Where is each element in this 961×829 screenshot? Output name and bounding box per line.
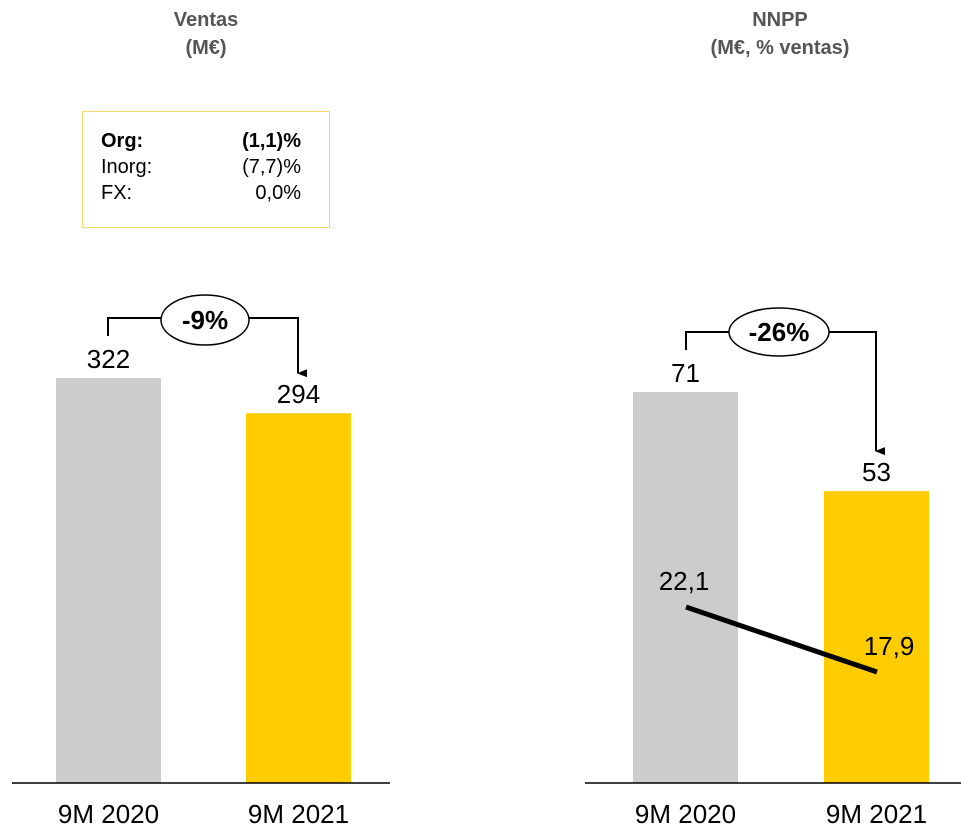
bar-9m-2021 — [246, 413, 351, 783]
nnpp-title-unit: (M€, % ventas) — [710, 37, 850, 59]
bar-9m-2020 — [56, 378, 161, 783]
change-badge — [728, 307, 830, 357]
x-tick-label: 9M 2021 — [826, 799, 927, 829]
breakdown-label: Inorg: — [101, 156, 153, 178]
sales-breakdown-box: Org: (1,1)% Inorg: (7,7)% FX: 0,0% — [82, 111, 330, 228]
x-tick-label: 9M 2020 — [635, 799, 736, 829]
bar-9m-2020 — [633, 392, 738, 783]
x-tick-label: 9M 2021 — [248, 799, 349, 829]
breakdown-value: 0,0% — [255, 182, 301, 204]
ventas-title: Ventas (M€) — [56, 6, 356, 62]
breakdown-row-inorg: Inorg: (7,7)% — [101, 154, 301, 180]
breakdown-value: (7,7)% — [242, 156, 301, 178]
nnpp-title-main: NNPP — [752, 9, 808, 31]
margin-value-label: 22,1 — [659, 566, 710, 596]
margin-trend-line — [685, 604, 878, 675]
breakdown-row-fx: FX: 0,0% — [101, 180, 301, 206]
change-badge-label: -9% — [182, 305, 228, 335]
breakdown-value: (1,1)% — [242, 130, 301, 152]
ventas-title-main: Ventas — [173, 9, 239, 31]
margin-value-label: 17,9 — [864, 631, 915, 661]
change-badge-label: -26% — [749, 317, 810, 347]
nnpp-title: NNPP (M€, % ventas) — [630, 6, 930, 62]
change-badge — [160, 294, 250, 346]
bar-value-label: 294 — [277, 379, 320, 409]
bar-value-label: 71 — [671, 358, 700, 388]
bar-value-label: 322 — [87, 344, 130, 374]
breakdown-row-org: Org: (1,1)% — [101, 128, 301, 154]
x-tick-label: 9M 2020 — [58, 799, 159, 829]
breakdown-label: Org: — [101, 130, 144, 152]
ventas-title-unit: (M€) — [185, 37, 227, 59]
bar-value-label: 53 — [862, 457, 891, 487]
bar-9m-2021 — [824, 491, 929, 783]
breakdown-label: FX: — [101, 182, 133, 204]
